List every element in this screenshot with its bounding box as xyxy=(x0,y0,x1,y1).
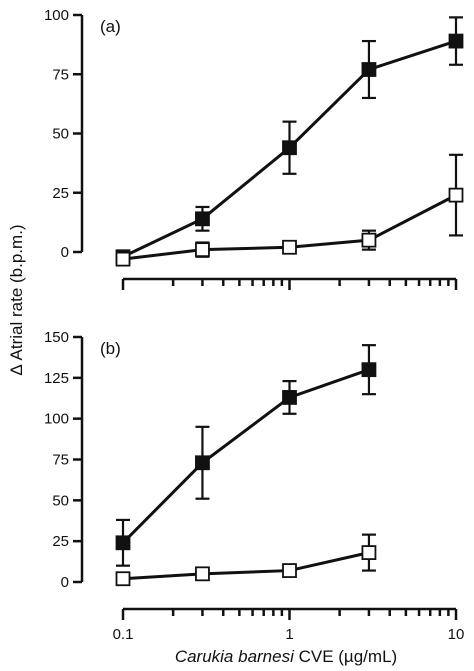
x-axis-title-unit: CVE (µg/mL) xyxy=(294,647,397,666)
data-point-open xyxy=(115,251,131,267)
y-tick-label: 50 xyxy=(52,492,69,509)
data-point-filled xyxy=(282,390,297,405)
y-tick-label: 25 xyxy=(52,533,69,550)
x-tick-label: 1 xyxy=(285,626,293,643)
data-point-filled xyxy=(448,33,464,49)
data-point-open xyxy=(361,232,377,248)
y-tick-label: 0 xyxy=(61,574,69,591)
data-point-filled xyxy=(195,455,210,471)
x-axis-title-species: Carukia barnesi xyxy=(175,647,295,666)
data-point-filled xyxy=(282,140,297,156)
series-line xyxy=(121,368,370,544)
data-point-open xyxy=(361,545,377,560)
data-point-open xyxy=(448,187,464,203)
y-tick-label: 25 xyxy=(52,185,69,202)
y-tick-label: 125 xyxy=(44,370,69,387)
data-point-filled xyxy=(361,62,377,77)
data-point-open xyxy=(195,566,210,582)
panel-label: (a) xyxy=(100,17,121,36)
y-tick-label: 150 xyxy=(44,329,69,346)
data-point-filled xyxy=(195,211,210,227)
data-point-filled xyxy=(115,535,131,551)
y-tick-label: 100 xyxy=(44,7,69,24)
data-point-filled xyxy=(361,362,377,378)
y-tick-label: 100 xyxy=(44,411,69,428)
x-tick-label: 0.1 xyxy=(113,626,134,643)
series-line xyxy=(122,551,370,581)
panel-label: (b) xyxy=(100,339,121,358)
data-point-open xyxy=(195,242,210,258)
x-tick-label: 10 xyxy=(448,626,465,643)
y-tick-label: 75 xyxy=(52,452,69,469)
panel-b: (b) 0 25 50 75 100 125 150 0.1 1 10 xyxy=(44,329,464,643)
panel-a: (a) 0 25 50 75 100 xyxy=(44,7,464,290)
y-tick-label: 0 xyxy=(61,244,69,261)
x-axis-title: Carukia barnesi CVE (µg/mL) xyxy=(175,647,397,666)
y-tick-label: 75 xyxy=(52,66,69,83)
y-axis-title: Δ Atrial rate (b.p.m.) xyxy=(7,224,26,375)
data-point-open xyxy=(282,239,297,255)
y-tick-label: 50 xyxy=(52,126,69,143)
data-point-open xyxy=(115,571,131,587)
data-point-open xyxy=(282,563,297,578)
